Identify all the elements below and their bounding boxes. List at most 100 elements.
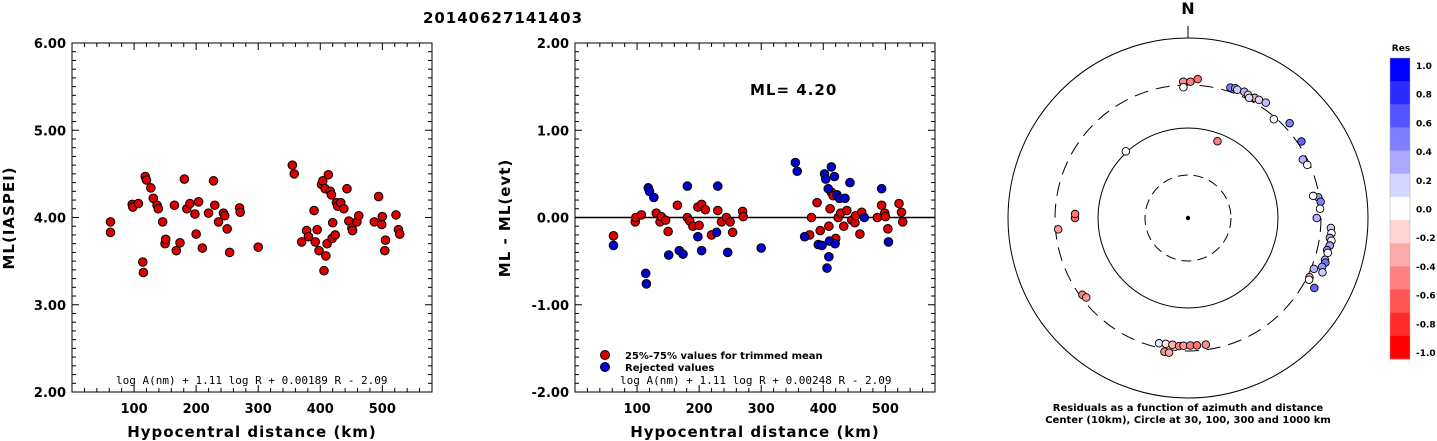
left-point-series0 [327,217,338,228]
left-point-series0 [377,211,388,222]
middle-xtick-label: 300 [748,402,775,417]
colorbar-block [1390,196,1410,221]
polar-residual-point [1310,283,1319,293]
middle-point-series1 [790,157,801,168]
middle-point-series1 [845,177,855,188]
polar-residual-point [1261,98,1271,107]
left-point-series0 [319,265,329,276]
colorbar-block [1390,289,1410,314]
middle-point-series1 [823,183,834,194]
middle-point-series0 [894,198,904,209]
middle-xtick-label: 200 [686,402,713,417]
polar-panel: N Residuals as a function of azimuth and… [1007,0,1369,426]
left-point-series0 [171,245,182,256]
left-point-series0 [326,190,337,200]
left-point-series0 [185,198,195,209]
left-point-series0 [347,225,358,236]
middle-point-series0 [897,217,908,227]
middle-point-series1 [792,166,803,177]
left-formula: log A(nm) + 1.11 log R + 0.00189 R - 2.0… [116,374,388,387]
middle-panel: 100 200 300 400 500 -2.00 -1.00 0.00 1.00 2.00 ML… [496,37,936,441]
left-point-series0 [310,237,321,247]
middle-point-series0 [815,225,825,236]
colorbar-label: -0.6 [1416,292,1436,302]
left-plot-frame [71,42,433,393]
left-point-series0 [312,224,322,235]
middle-ytick-label: -2.00 [532,386,569,401]
left-point-series0 [287,160,298,170]
left-point-series0 [224,247,235,258]
middle-point-series1 [649,192,659,203]
middle-point-series1 [722,247,733,258]
ml-annotation: ML= 4.20 [750,81,837,99]
colorbar-label: 0.8 [1416,91,1432,101]
polar-caption-2: Center (10km), Circle at 30, 100, 300 an… [1045,415,1331,426]
polar-residual-point [1213,136,1222,146]
polar-residual-point [1303,160,1312,170]
middle-point-series0 [712,205,723,216]
legend-marker-trimmed [600,350,610,360]
colorbar-label: 0.6 [1416,119,1432,129]
polar-residual-point [1053,225,1063,234]
colorbar-label: 0.0 [1416,206,1432,216]
colorbar-block [1390,220,1410,244]
figure-title: 20140627141403 [423,9,583,27]
polar-residual-point [1316,197,1325,206]
middle-point-series1 [876,183,887,194]
polar-residual-point [1315,204,1325,214]
middle-point-series1 [822,263,832,273]
left-point-series0 [169,200,180,211]
left-point-series0 [213,217,224,227]
middle-point-series0 [825,203,835,214]
middle-point-series1 [830,238,840,249]
left-point-series0 [391,210,401,220]
polar-residual-point [1201,340,1211,349]
polar-residual-point [1269,114,1279,124]
left-ytick-label: 2.00 [34,386,66,401]
middle-point-series1 [711,227,722,238]
polar-residual-point [1070,209,1080,219]
middle-point-series0 [700,204,711,215]
left-point-series0 [380,245,390,256]
polar-residual-point [1285,118,1294,128]
left-point-series0 [193,196,204,207]
polar-residual-point [1312,213,1321,223]
colorbar-label: 0.4 [1416,148,1432,158]
left-point-series0 [153,203,164,214]
left-point-series0 [157,217,168,227]
middle-point-series0 [672,200,683,211]
middle-point-series0 [738,211,749,222]
left-point-series0 [209,200,220,211]
polar-residual-point [1323,248,1333,258]
polar-residual-point [1318,268,1327,277]
ring-100km [1097,127,1279,309]
middle-point-series1 [640,268,651,279]
left-xtick-label: 100 [120,402,147,417]
colorbar-label: -0.4 [1416,263,1436,273]
left-point-series0 [160,234,171,245]
middle-point-series0 [636,210,647,220]
colorbar-block [1390,335,1410,360]
middle-point-series1 [840,193,850,204]
colorbar-block [1390,81,1410,105]
left-point-series0 [373,191,384,202]
middle-point-series1 [817,240,827,251]
left-point-series0 [197,243,208,253]
polar-residual-point [1081,293,1091,302]
left-point-series0 [314,245,324,256]
left-point-series0 [141,175,152,185]
middle-point-series1 [682,181,693,191]
left-point-series0 [253,242,264,252]
colorbar-label: -0.2 [1416,234,1436,244]
middle-point-series0 [855,229,865,239]
left-point-series0 [190,209,200,219]
left-point-series0 [105,227,116,238]
north-label: N [1181,0,1194,18]
ring-30km [1144,174,1232,262]
epicenter [1185,215,1191,221]
polar-residual-point [1308,191,1318,201]
left-point-series0 [353,210,364,221]
polar-residual-point [1164,348,1174,357]
left-ytick-label: 5.00 [34,124,66,139]
